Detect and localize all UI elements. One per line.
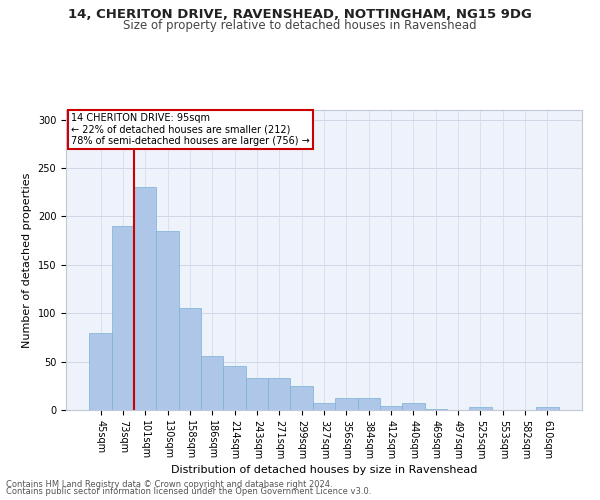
Bar (425, 409, 447, 410)
Bar (402, 403, 425, 410)
Text: Size of property relative to detached houses in Ravenshead: Size of property relative to detached ho… (123, 19, 477, 32)
Bar (313, 403, 335, 410)
Y-axis label: Number of detached properties: Number of detached properties (22, 172, 32, 348)
Bar (157, 231, 179, 410)
Bar (179, 308, 201, 410)
Bar (380, 406, 402, 410)
Bar (89, 332, 112, 410)
Bar (201, 356, 223, 410)
Bar (112, 226, 134, 410)
Bar (246, 378, 268, 410)
Text: Contains public sector information licensed under the Open Government Licence v3: Contains public sector information licen… (6, 487, 371, 496)
Bar (536, 407, 559, 410)
X-axis label: Distribution of detached houses by size in Ravenshead: Distribution of detached houses by size … (171, 465, 477, 475)
Bar (358, 398, 380, 410)
Bar (469, 407, 491, 410)
Bar (335, 398, 358, 410)
Bar (268, 378, 290, 410)
Text: 14, CHERITON DRIVE, RAVENSHEAD, NOTTINGHAM, NG15 9DG: 14, CHERITON DRIVE, RAVENSHEAD, NOTTINGH… (68, 8, 532, 20)
Bar (134, 188, 157, 410)
Bar (290, 386, 313, 410)
Text: Contains HM Land Registry data © Crown copyright and database right 2024.: Contains HM Land Registry data © Crown c… (6, 480, 332, 489)
Text: 14 CHERITON DRIVE: 95sqm
← 22% of detached houses are smaller (212)
78% of semi-: 14 CHERITON DRIVE: 95sqm ← 22% of detach… (71, 113, 310, 146)
Bar (223, 366, 246, 410)
